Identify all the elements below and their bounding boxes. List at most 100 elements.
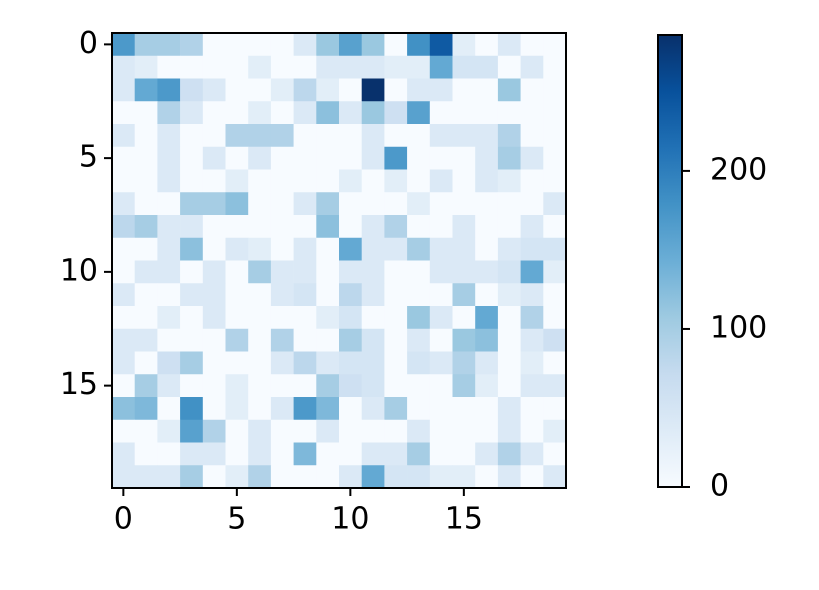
heatmap-cell	[361, 192, 385, 216]
heatmap-cell	[134, 351, 158, 375]
heatmap-cell	[202, 419, 226, 443]
heatmap-cell	[452, 237, 476, 261]
heatmap-cell	[293, 260, 317, 284]
heatmap-cell	[293, 283, 317, 307]
heatmap-cell	[134, 101, 158, 125]
heatmap-cell	[384, 283, 408, 307]
heatmap-cell	[497, 146, 521, 170]
heatmap-cell	[429, 328, 453, 352]
heatmap-cell	[497, 33, 521, 57]
heatmap-cell	[270, 55, 294, 79]
heatmap-cell	[202, 146, 226, 170]
heatmap-cell	[248, 306, 272, 330]
heatmap-cell	[452, 55, 476, 79]
heatmap-cell	[225, 465, 249, 489]
heatmap-cell	[520, 465, 544, 489]
heatmap-cell	[134, 55, 158, 79]
heatmap-cell	[293, 55, 317, 79]
heatmap-cell	[270, 215, 294, 239]
heatmap-cell	[202, 169, 226, 193]
heatmap-cell	[520, 55, 544, 79]
heatmap-cell	[134, 146, 158, 170]
heatmap-cell	[339, 374, 362, 398]
heatmap-cell	[157, 101, 181, 125]
heatmap-cell	[429, 374, 453, 398]
heatmap-cell	[452, 101, 476, 125]
x-tick-label: 15	[445, 502, 483, 537]
heatmap-cell	[248, 351, 272, 375]
heatmap-cell	[293, 419, 317, 443]
heatmap-cell	[225, 215, 249, 239]
heatmap-cell	[180, 260, 204, 284]
heatmap-cell	[248, 283, 272, 307]
heatmap-cell	[248, 33, 272, 57]
heatmap-cell	[157, 146, 181, 170]
heatmap-cell	[225, 397, 249, 421]
heatmap-cell	[112, 328, 135, 352]
heatmap-cell	[407, 306, 431, 330]
heatmap-cell	[339, 146, 362, 170]
heatmap-cell	[452, 260, 476, 284]
heatmap-cell	[157, 237, 181, 261]
heatmap-cell	[384, 55, 408, 79]
heatmap-cell	[180, 465, 204, 489]
heatmap-cell	[452, 328, 476, 352]
heatmap-cell	[384, 465, 408, 489]
heatmap-cell	[293, 192, 317, 216]
heatmap-cell	[316, 442, 340, 466]
heatmap-cell	[520, 169, 544, 193]
heatmap-cell	[429, 78, 453, 102]
heatmap-cell	[112, 442, 135, 466]
heatmap-cell	[270, 306, 294, 330]
heatmap-cell	[134, 397, 158, 421]
heatmap-cell	[157, 169, 181, 193]
heatmap-cell	[497, 169, 521, 193]
heatmap-cell	[429, 237, 453, 261]
heatmap-cell	[248, 465, 272, 489]
heatmap-cell	[248, 101, 272, 125]
heatmap-cell	[134, 419, 158, 443]
heatmap-cell	[475, 124, 499, 148]
heatmap-cell	[180, 124, 204, 148]
heatmap-cell	[361, 124, 385, 148]
heatmap-cell	[339, 169, 362, 193]
heatmap-cell	[361, 260, 385, 284]
heatmap-cell	[180, 328, 204, 352]
heatmap-cell	[316, 374, 340, 398]
heatmap-cell	[316, 124, 340, 148]
heatmap-cell	[157, 306, 181, 330]
heatmap-cell	[270, 260, 294, 284]
heatmap-cell	[225, 283, 249, 307]
heatmap-cell	[361, 78, 385, 102]
heatmap-cell	[157, 351, 181, 375]
heatmap-cell	[497, 283, 521, 307]
heatmap-cell	[248, 55, 272, 79]
heatmap-cell	[384, 192, 408, 216]
heatmap-cell	[180, 101, 204, 125]
heatmap-cell	[361, 101, 385, 125]
heatmap-cell	[475, 328, 499, 352]
heatmap-cell	[270, 442, 294, 466]
heatmap-cell	[543, 215, 567, 239]
heatmap-cell	[180, 306, 204, 330]
heatmap-cell	[180, 374, 204, 398]
heatmap-cell	[407, 283, 431, 307]
heatmap-cell	[112, 215, 135, 239]
heatmap-cell	[316, 397, 340, 421]
heatmap-cell	[407, 328, 431, 352]
heatmap-cell	[475, 101, 499, 125]
heatmap-cell	[225, 351, 249, 375]
heatmap-cell	[225, 374, 249, 398]
heatmap-cell	[543, 465, 567, 489]
heatmap-cell	[384, 215, 408, 239]
heatmap-cell	[180, 442, 204, 466]
heatmap-cell	[407, 169, 431, 193]
heatmap-cell	[339, 78, 362, 102]
heatmap-cell	[202, 124, 226, 148]
heatmap-cell	[429, 442, 453, 466]
heatmap-cell	[407, 419, 431, 443]
heatmap-cell	[407, 374, 431, 398]
heatmap-cell	[475, 55, 499, 79]
heatmap-cell	[497, 260, 521, 284]
